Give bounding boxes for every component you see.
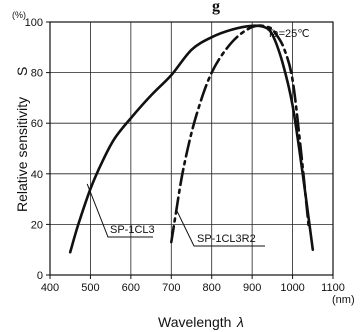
series-label-sp-1cl3r2: SP-1CL3R2 bbox=[197, 233, 256, 245]
y-axis-title: Relative sensitivity S bbox=[14, 67, 30, 212]
x-tick-label: 1100 bbox=[321, 282, 345, 294]
svg-text:Relative sensitivity: Relative sensitivity bbox=[14, 97, 30, 212]
grid bbox=[50, 21, 333, 275]
x-tick-label: 400 bbox=[41, 282, 59, 294]
x-tick-label: 700 bbox=[162, 282, 180, 294]
x-unit: (nm) bbox=[332, 294, 355, 306]
leader-sp-1cl3 bbox=[86, 183, 153, 238]
x-tick-label: 800 bbox=[203, 282, 221, 294]
x-axis-title: Wavelength λ bbox=[158, 314, 244, 330]
x-tick-label: 900 bbox=[243, 282, 261, 294]
y-tick-label: 40 bbox=[31, 169, 43, 181]
svg-text:S: S bbox=[14, 67, 30, 76]
condition-label: Ta=25℃ bbox=[267, 28, 310, 40]
series-labels: SP-1CL3 SP-1CL3R2 bbox=[110, 224, 256, 245]
x-tick-label: 1000 bbox=[280, 282, 304, 294]
x-tick-label: 600 bbox=[122, 282, 140, 294]
y-tick-label: 100 bbox=[25, 17, 43, 29]
y-tick-labels: 0 20 40 60 80 100 bbox=[25, 17, 50, 282]
svg-text:Wavelength: Wavelength bbox=[158, 314, 231, 330]
y-unit: (%) bbox=[12, 10, 26, 20]
chart-title-fragment: g bbox=[212, 0, 220, 15]
annotation-leaders bbox=[86, 183, 265, 247]
series-group bbox=[68, 24, 315, 254]
series-label-sp-1cl3: SP-1CL3 bbox=[110, 224, 155, 236]
y-tick-label: 60 bbox=[31, 118, 43, 130]
leader-sp-1cl3r2 bbox=[175, 209, 265, 247]
x-tick-label: 500 bbox=[81, 282, 99, 294]
x-tick-labels: 400 500 600 700 800 900 1000 1100 bbox=[41, 275, 345, 294]
y-tick-label: 80 bbox=[31, 68, 43, 80]
series-line-sp-1cl3r2 bbox=[170, 24, 310, 244]
plot-frame bbox=[49, 21, 334, 276]
y-tick-label: 0 bbox=[37, 270, 43, 282]
y-tick-label: 20 bbox=[31, 219, 43, 231]
svg-text:λ: λ bbox=[236, 314, 244, 330]
series-line-sp-1cl3 bbox=[68, 24, 315, 254]
